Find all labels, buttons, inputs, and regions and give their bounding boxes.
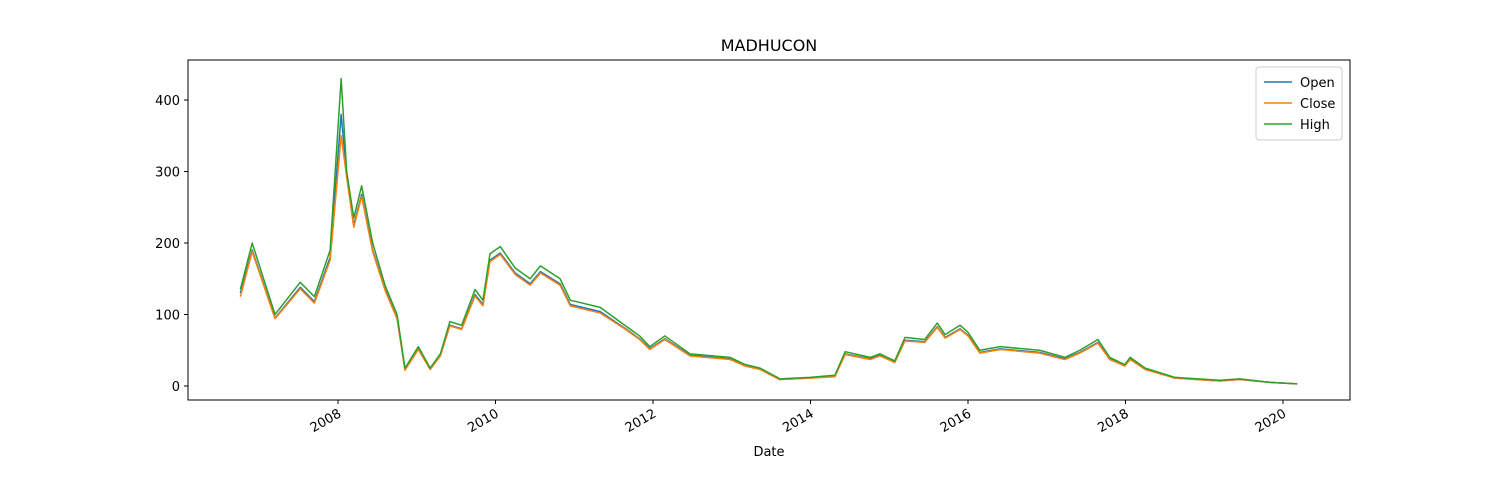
- x-tick-label: 2012: [623, 406, 659, 436]
- x-tick-label: 2016: [938, 406, 974, 436]
- legend-label: Open: [1300, 76, 1335, 91]
- line-series: [239, 77, 1298, 385]
- x-tick-label: 2010: [465, 406, 501, 436]
- chart-title: MADHUCON: [721, 36, 818, 55]
- y-tick-label: 0: [172, 380, 180, 395]
- y-tick-label: 400: [155, 94, 180, 109]
- y-tick-label: 300: [155, 166, 180, 181]
- line-series: [239, 113, 1298, 385]
- x-tick-label: 2014: [780, 406, 816, 436]
- axes-frame: [187, 59, 1351, 401]
- x-tick-label: 2018: [1095, 406, 1131, 436]
- y-tick-label: 200: [155, 237, 180, 252]
- x-tick-label: 2020: [1253, 406, 1289, 436]
- legend-box: [1255, 66, 1343, 141]
- y-tick-label: 100: [155, 308, 180, 323]
- legend-label: High: [1300, 118, 1330, 133]
- x-axis-label: Date: [753, 445, 784, 460]
- legend-label: Close: [1300, 97, 1335, 112]
- line-series: [239, 135, 1298, 385]
- x-tick-label: 2008: [308, 406, 344, 436]
